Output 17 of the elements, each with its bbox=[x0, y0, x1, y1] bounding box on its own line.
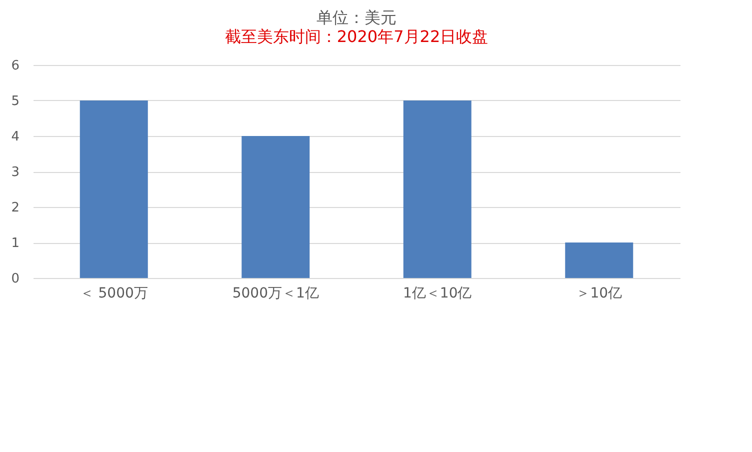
y-tick-label: 3 bbox=[11, 165, 20, 180]
y-tick-label: 1 bbox=[11, 236, 20, 251]
y-tick-label: 6 bbox=[11, 58, 20, 74]
bar bbox=[80, 100, 148, 278]
bar bbox=[565, 242, 634, 278]
x-tick-label: 5000万＜1亿 bbox=[232, 286, 319, 302]
y-tick-label: 5 bbox=[11, 94, 20, 109]
x-tick-label: ＞10亿 bbox=[576, 286, 622, 302]
chart-title: 单位：美元 bbox=[316, 8, 396, 27]
x-tick-label: 1亿＜10亿 bbox=[403, 286, 472, 302]
y-tick-label: 4 bbox=[11, 130, 20, 144]
y-tick-label: 0 bbox=[11, 272, 20, 286]
bar bbox=[403, 100, 472, 278]
y-tick-label: 2 bbox=[11, 200, 20, 216]
x-tick-label: ＜ 5000万 bbox=[80, 286, 148, 302]
chart-subtitle: 截至美东时间：2020年7月22日收盘 bbox=[224, 27, 488, 46]
bar bbox=[242, 136, 310, 278]
